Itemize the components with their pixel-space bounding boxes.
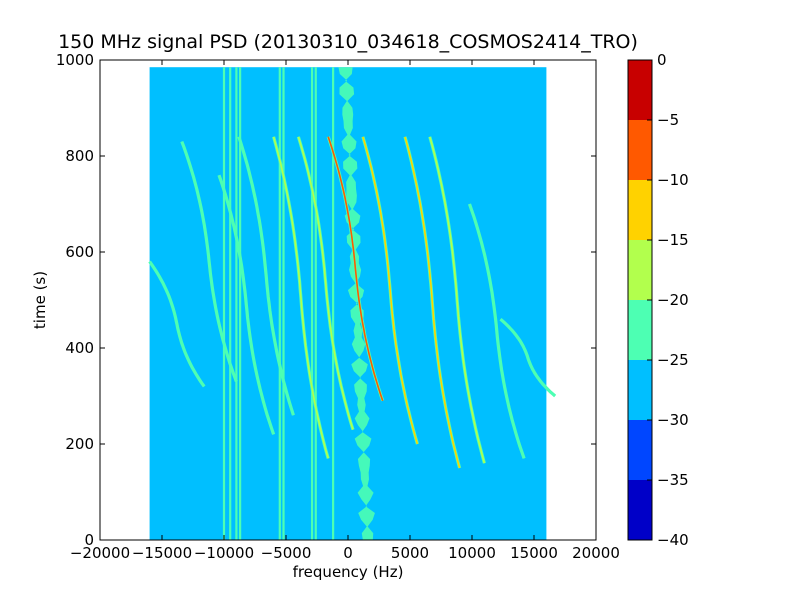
colorbar: 0 −5 −10 −15 −20 −25 −30 −35 −40 xyxy=(627,51,689,549)
colorbar-tick-label: −40 xyxy=(657,531,689,549)
x-tick-label: −10000 xyxy=(194,544,254,562)
colorbar-tick-label: −10 xyxy=(657,171,689,189)
doppler-track-7 xyxy=(362,136,419,445)
x-tick-label: −5000 xyxy=(261,544,312,562)
doppler-track-6 xyxy=(327,136,384,402)
x-tick-label: 5000 xyxy=(391,544,429,562)
doppler-track-2 xyxy=(218,174,275,435)
doppler-track-5 xyxy=(297,136,354,430)
y-tick-label: 800 xyxy=(65,147,94,165)
noise-band xyxy=(338,67,375,540)
x-tick-label: 0 xyxy=(343,544,353,562)
y-tick-label: 1000 xyxy=(56,51,94,69)
colorbar-band xyxy=(628,240,652,300)
doppler-track-9 xyxy=(429,136,486,464)
doppler-track-8 xyxy=(404,136,461,469)
colorbar-tick-label: 0 xyxy=(657,51,667,69)
heatmap-layer xyxy=(148,67,557,540)
colorbar-band xyxy=(628,180,652,240)
colorbar-band xyxy=(628,300,652,360)
y-tick-label: 600 xyxy=(65,243,94,261)
x-axis-label: frequency (Hz) xyxy=(293,563,404,581)
doppler-track-1 xyxy=(181,141,238,382)
plot-area xyxy=(99,59,597,541)
colorbar-band xyxy=(628,120,652,180)
colorbar-tick-label: −20 xyxy=(657,291,689,309)
doppler-track-3 xyxy=(238,136,295,416)
x-axis: −20000 −15000 −10000 −5000 0 5000 10000 15000 20… xyxy=(70,60,620,562)
x-tick-label: −20000 xyxy=(70,544,130,562)
colorbar-band xyxy=(628,480,652,540)
doppler-track-10 xyxy=(468,203,525,459)
colorbar-tick-label: −25 xyxy=(657,351,689,369)
y-axis-label: time (s) xyxy=(31,271,49,329)
x-tick-label: −15000 xyxy=(132,544,192,562)
x-tick-label: 10000 xyxy=(448,544,496,562)
y-tick-label: 0 xyxy=(84,531,94,549)
colorbar-band xyxy=(628,420,652,480)
colorbar-tick-label: −15 xyxy=(657,231,689,249)
colorbar-band xyxy=(628,60,652,120)
doppler-track-0 xyxy=(148,261,205,387)
doppler-track-4 xyxy=(272,136,329,459)
doppler-track-11 xyxy=(499,318,556,397)
colorbar-band xyxy=(628,360,652,420)
colorbar-tick-label: −35 xyxy=(657,471,689,489)
y-tick-label: 400 xyxy=(65,339,94,357)
x-tick-label: 15000 xyxy=(510,544,558,562)
colorbar-tick-label: −5 xyxy=(657,111,679,129)
colorbar-tick-label: −30 xyxy=(657,411,689,429)
y-axis: 0 200 400 600 800 1000 xyxy=(56,51,596,549)
chart-title: 150 MHz signal PSD (20130310_034618_COSM… xyxy=(58,31,638,53)
y-tick-label: 200 xyxy=(65,435,94,453)
x-tick-label: 20000 xyxy=(572,544,620,562)
